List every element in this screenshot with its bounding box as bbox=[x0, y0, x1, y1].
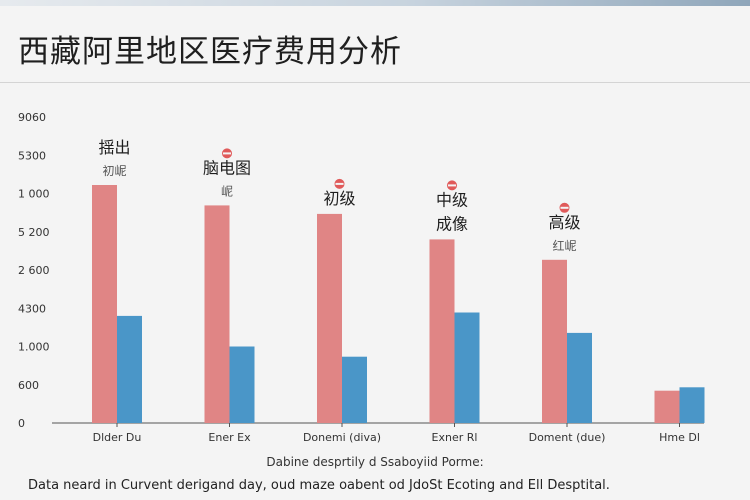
top-gradient-band bbox=[0, 0, 750, 6]
x-tick-label: Exner Rl bbox=[432, 431, 478, 444]
warning-icon bbox=[560, 206, 569, 209]
bar-annotation: 红㞾 bbox=[552, 238, 576, 253]
title-divider bbox=[0, 82, 750, 83]
x-tick-label: Dlder Du bbox=[93, 431, 142, 444]
bar-blue bbox=[567, 332, 592, 423]
chart-title: 西藏阿里地区医疗费用分析 bbox=[18, 34, 402, 70]
bar-red bbox=[317, 213, 342, 423]
x-tick-label: Ener Ex bbox=[208, 431, 251, 444]
warning-icon bbox=[223, 152, 231, 155]
bar-red bbox=[204, 205, 230, 423]
x-tick-label: Doment (due) bbox=[529, 431, 606, 444]
warning-icon bbox=[335, 182, 344, 185]
bar-blue bbox=[679, 387, 705, 423]
bar-red bbox=[429, 239, 455, 423]
bar-annotation: 初㞾 bbox=[102, 164, 126, 178]
y-tick-label: 1.000 bbox=[18, 341, 50, 354]
bar-annotation: 成像 bbox=[436, 214, 468, 233]
bar-annotation: 高级 bbox=[548, 213, 580, 232]
y-tick-label: 5300 bbox=[18, 149, 46, 162]
bar-annotation: 初级 bbox=[323, 189, 355, 208]
bar-annotation: 中级 bbox=[436, 190, 468, 209]
bar-annotation: 揺出 bbox=[98, 138, 130, 157]
bar-blue bbox=[342, 356, 367, 423]
chart-subtitle: Dabine desprtily d Ssaboyiid Porme: bbox=[266, 455, 484, 469]
y-tick-label: 5 200 bbox=[18, 226, 50, 239]
x-tick-label: Hme Dl bbox=[659, 431, 700, 444]
x-tick-label: Donemi (diva) bbox=[303, 431, 381, 444]
y-tick-label: 1 000 bbox=[18, 188, 50, 201]
y-tick-label: 9060 bbox=[18, 111, 46, 124]
bar-blue bbox=[454, 312, 480, 423]
bar-blue bbox=[229, 346, 255, 423]
y-tick-label: 600 bbox=[18, 379, 39, 392]
bar-red bbox=[654, 390, 680, 423]
y-tick-label: 2 600 bbox=[18, 264, 50, 277]
bar-annotation: 㞾 bbox=[221, 184, 233, 198]
bar-annotation: 脑电图 bbox=[203, 158, 251, 177]
bar-blue bbox=[117, 315, 142, 423]
y-tick-label: 4300 bbox=[18, 302, 46, 315]
y-tick-label: 0 bbox=[18, 417, 25, 430]
bar-red bbox=[92, 185, 117, 423]
bar-red bbox=[542, 259, 567, 423]
warning-icon bbox=[448, 184, 456, 187]
data-source-note: Data neard in Curvent derigand day, oud … bbox=[28, 478, 610, 493]
